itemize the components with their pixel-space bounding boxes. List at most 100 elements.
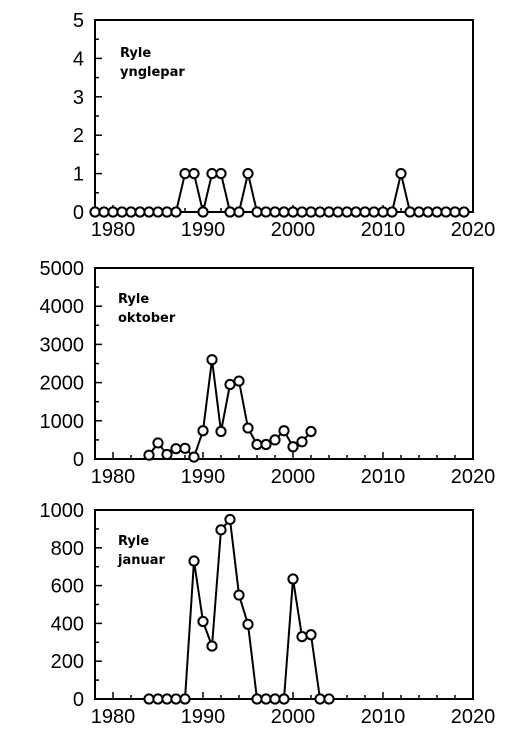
data-point xyxy=(251,206,263,218)
data-point xyxy=(260,206,272,218)
data-point xyxy=(152,206,164,218)
panel-label-line-1: Ryle xyxy=(118,534,149,549)
data-point xyxy=(161,448,173,461)
data-point xyxy=(278,693,290,705)
data-point xyxy=(269,693,281,705)
data-point xyxy=(197,206,209,218)
data-point xyxy=(260,693,272,705)
data-point xyxy=(287,573,299,585)
data-point xyxy=(422,206,434,218)
x-tick-label: 2010 xyxy=(361,219,406,241)
data-point xyxy=(314,206,326,218)
panel-label-line-1: Ryle xyxy=(120,46,151,61)
x-tick-label: 1990 xyxy=(181,706,226,728)
data-point xyxy=(296,631,308,643)
data-point xyxy=(359,206,371,218)
data-point xyxy=(305,425,317,438)
data-point xyxy=(242,618,254,630)
y-tick-label: 600 xyxy=(51,576,84,598)
data-point xyxy=(170,693,182,705)
y-tick-label: 1000 xyxy=(40,500,85,522)
y-tick-label: 5 xyxy=(73,10,84,32)
data-point xyxy=(179,442,191,454)
data-point xyxy=(413,206,425,218)
data-point xyxy=(170,443,182,455)
x-tick-label: 1980 xyxy=(91,706,136,728)
data-point xyxy=(143,693,155,705)
x-tick-label: 2010 xyxy=(361,706,406,728)
data-point xyxy=(161,693,173,705)
data-point xyxy=(341,206,353,218)
x-tick-label: 1980 xyxy=(91,466,136,488)
panel-label-line-1: Ryle xyxy=(118,292,149,307)
y-tick-label: 1000 xyxy=(40,411,85,433)
data-point xyxy=(296,436,308,448)
y-tick-label: 400 xyxy=(51,613,84,635)
data-point xyxy=(215,524,227,536)
data-point xyxy=(107,206,119,218)
series-line xyxy=(95,172,464,213)
data-point xyxy=(152,693,164,705)
y-tick-label: 2 xyxy=(73,125,84,147)
data-point xyxy=(170,206,182,218)
data-point xyxy=(242,168,254,180)
data-point xyxy=(125,206,137,218)
data-point xyxy=(260,438,272,451)
data-point xyxy=(188,555,200,567)
y-tick-label: 3 xyxy=(73,87,84,109)
data-point xyxy=(215,168,227,180)
data-point xyxy=(179,168,191,180)
data-point xyxy=(287,441,299,453)
data-point xyxy=(206,640,218,652)
data-point xyxy=(98,206,110,218)
data-point xyxy=(305,629,317,641)
x-tick-label: 1980 xyxy=(91,219,136,241)
data-point xyxy=(206,354,218,366)
data-point xyxy=(440,206,452,218)
data-point xyxy=(332,206,344,218)
y-tick-label: 2000 xyxy=(40,373,85,395)
y-tick-label: 3000 xyxy=(40,334,85,356)
data-point xyxy=(161,206,173,218)
data-point xyxy=(269,434,281,446)
data-point xyxy=(278,206,290,218)
y-tick-label: 0 xyxy=(73,449,84,471)
data-point xyxy=(242,422,254,434)
data-point xyxy=(278,425,290,437)
data-point xyxy=(116,206,128,218)
x-tick-label: 2010 xyxy=(361,466,406,488)
data-point xyxy=(386,206,398,218)
data-point xyxy=(431,206,443,218)
data-point xyxy=(449,206,461,218)
data-point xyxy=(251,438,263,451)
data-point xyxy=(233,589,245,601)
plot-frame xyxy=(94,509,474,700)
series-line xyxy=(148,358,312,459)
data-point xyxy=(269,206,281,218)
x-tick-label: 2000 xyxy=(271,466,316,488)
y-tick-label: 800 xyxy=(51,538,84,560)
data-point xyxy=(143,206,155,218)
y-tick-label: 4 xyxy=(73,48,84,70)
plot-frame xyxy=(94,19,474,213)
data-point xyxy=(188,168,200,180)
data-point xyxy=(404,206,416,218)
data-point xyxy=(89,206,101,218)
x-tick-label: 2000 xyxy=(271,219,316,241)
chart-panel-oktober: 1980 1990 2000 2010 2020 0 1000 2000 3000 4000 500… xyxy=(40,258,496,488)
data-point xyxy=(143,449,155,461)
chart-panel-januar: 1980 1990 2000 2010 2020 0 200 400 600 800 1000 Ry… xyxy=(40,500,496,728)
data-point xyxy=(305,206,317,218)
y-tick-label: 4000 xyxy=(40,296,85,318)
chart-panel-ynglepar: 1980 1990 2000 2010 2020 0 1 2 3 4 5 Ryle ynglepar xyxy=(73,10,495,241)
data-point xyxy=(233,375,245,387)
panel-label-line-2: oktober xyxy=(118,311,176,326)
data-point xyxy=(377,206,389,218)
series-line xyxy=(149,518,329,700)
data-point xyxy=(197,425,209,437)
y-tick-label: 0 xyxy=(73,689,84,711)
x-tick-label: 2020 xyxy=(451,706,496,728)
x-tick-label: 1990 xyxy=(181,466,226,488)
data-point xyxy=(224,206,236,218)
